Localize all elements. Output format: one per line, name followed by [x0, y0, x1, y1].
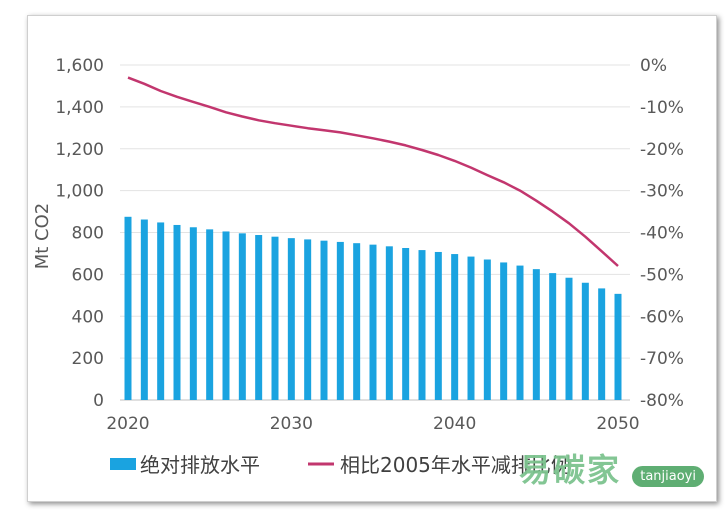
bar — [140, 219, 148, 400]
right-tick-label: 0% — [640, 56, 667, 76]
bar — [353, 243, 361, 400]
legend-bar-label: 绝对排放水平 — [140, 453, 260, 477]
left-tick-label: 600 — [72, 265, 104, 285]
left-axis-ticks: 0 200 400 600 800 1,000 1,200 1,400 1,600 — [55, 56, 104, 411]
right-tick-label: -60% — [640, 307, 684, 327]
bar — [336, 241, 344, 400]
bar — [402, 247, 410, 400]
bar — [565, 277, 573, 400]
bar — [418, 250, 426, 400]
right-tick-label: -70% — [640, 349, 684, 369]
bar — [500, 262, 508, 400]
bar — [467, 256, 475, 400]
left-tick-label: 800 — [72, 224, 104, 244]
x-tick-label: 2040 — [433, 414, 476, 434]
left-tick-label: 1,200 — [55, 140, 104, 160]
line-series — [127, 76, 619, 267]
bar — [304, 239, 312, 400]
watermark-badge: tanjiaoyi — [632, 466, 704, 487]
left-tick-label: 1,000 — [55, 182, 104, 202]
watermark-logo: 易碳家 — [518, 451, 621, 489]
x-tick-label: 2020 — [106, 414, 149, 434]
left-tick-label: 200 — [72, 349, 104, 369]
bar — [157, 222, 165, 400]
bar — [271, 236, 279, 400]
x-tick-label: 2050 — [596, 414, 639, 434]
bar — [532, 269, 540, 400]
bar — [549, 273, 557, 400]
right-tick-label: -40% — [640, 224, 684, 244]
combo-chart: 0 200 400 600 800 1,000 1,200 1,400 1,600 -80% -7… — [32, 56, 684, 477]
right-axis-ticks: -80% -70% -60% -50% -40% -30% -20% -10% 0% — [640, 56, 684, 411]
bar — [483, 259, 491, 400]
right-tick-label: -10% — [640, 98, 684, 118]
right-tick-label: -80% — [640, 391, 684, 411]
left-tick-label: 0 — [93, 391, 104, 411]
bar — [369, 244, 377, 400]
bar — [614, 293, 622, 400]
x-axis-ticks: 2020 2030 2040 2050 — [106, 414, 639, 434]
reduction-line — [127, 76, 619, 267]
bar — [434, 251, 442, 400]
bar — [320, 240, 328, 400]
left-tick-label: 400 — [72, 307, 104, 327]
legend-bar-swatch — [110, 458, 136, 470]
legend-line-label: 相比2005年水平减排比例 — [340, 453, 571, 477]
bar — [238, 233, 246, 400]
bar — [287, 238, 295, 400]
y-axis-label: Mt CO2 — [32, 203, 53, 270]
gridlines — [120, 64, 630, 401]
left-tick-label: 1,400 — [55, 98, 104, 118]
legend: 绝对排放水平 相比2005年水平减排比例 — [110, 453, 571, 477]
right-tick-label: -30% — [640, 182, 684, 202]
x-tick-label: 2030 — [270, 414, 313, 434]
bar — [222, 231, 230, 400]
bar — [385, 246, 393, 400]
left-tick-label: 1,600 — [55, 56, 104, 76]
bar — [516, 265, 524, 400]
bar-series — [124, 216, 622, 400]
bar — [124, 216, 132, 400]
chart-frame: 0 200 400 600 800 1,000 1,200 1,400 1,600 -80% -7… — [27, 15, 717, 502]
bar — [206, 229, 214, 400]
bar — [598, 288, 606, 400]
bar — [581, 282, 589, 400]
right-tick-label: -50% — [640, 265, 684, 285]
bar — [173, 224, 181, 400]
bar — [189, 227, 197, 400]
bar — [451, 254, 459, 400]
bar — [255, 235, 263, 400]
right-tick-label: -20% — [640, 140, 684, 160]
